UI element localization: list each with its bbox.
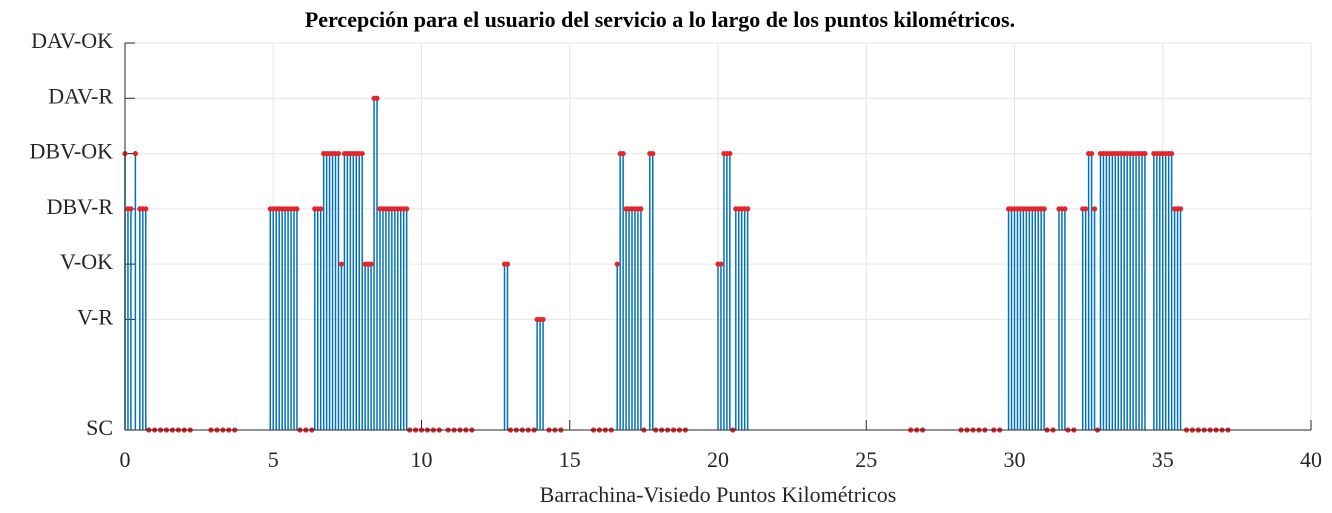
y-tick-label: DBV-OK [29, 139, 113, 164]
x-tick-label: 35 [1152, 447, 1174, 472]
stem-marker [614, 261, 620, 267]
stem-marker [128, 206, 134, 212]
stem-marker [1041, 206, 1047, 212]
y-tick-label: V-R [77, 304, 113, 329]
stem-marker [1142, 150, 1148, 157]
stem-marker [368, 261, 374, 267]
stem-marker [1088, 150, 1095, 157]
y-tick-label: DAV-R [48, 83, 113, 108]
x-tick-label: 5 [268, 447, 279, 472]
stem-marker [638, 206, 644, 212]
y-tick-label: DAV-OK [31, 28, 113, 53]
stem-marker [745, 206, 751, 212]
stem-marker [650, 150, 656, 157]
stem-marker [359, 150, 365, 157]
x-tick-label: 40 [1300, 447, 1322, 472]
stem-marker [318, 206, 324, 212]
x-tick-label: 15 [559, 447, 581, 472]
stem-marker [1169, 150, 1175, 157]
x-tick-label: 0 [120, 447, 131, 472]
stem-marker [718, 261, 724, 267]
stem-marker [727, 150, 733, 157]
stem-marker [1091, 206, 1098, 212]
y-tick-label: V-OK [60, 249, 113, 274]
stem-marker [504, 261, 511, 267]
stem-marker [335, 150, 342, 157]
y-tick-label: DBV-R [47, 194, 114, 219]
stem-marker [1177, 206, 1184, 212]
stem-marker [143, 206, 149, 212]
stem-marker [374, 95, 380, 101]
stem-marker [338, 261, 345, 267]
stem-marker [1083, 206, 1089, 212]
x-tick-label: 30 [1004, 447, 1026, 472]
stem-marker [294, 206, 300, 212]
stem-marker [540, 316, 546, 323]
x-tick-label: 20 [707, 447, 729, 472]
stem-marker [620, 150, 626, 157]
x-tick-label: 25 [855, 447, 877, 472]
y-tick-label: SC [86, 415, 113, 440]
chart-title: Percepción para el usuario del servicio … [305, 7, 1015, 32]
stem-marker [1062, 206, 1068, 212]
x-axis-label: Barrachina-Visiedo Puntos Kilométricos [540, 482, 897, 507]
x-tick-label: 10 [411, 447, 433, 472]
stem-marker [404, 206, 410, 212]
stem-marker [132, 150, 138, 157]
